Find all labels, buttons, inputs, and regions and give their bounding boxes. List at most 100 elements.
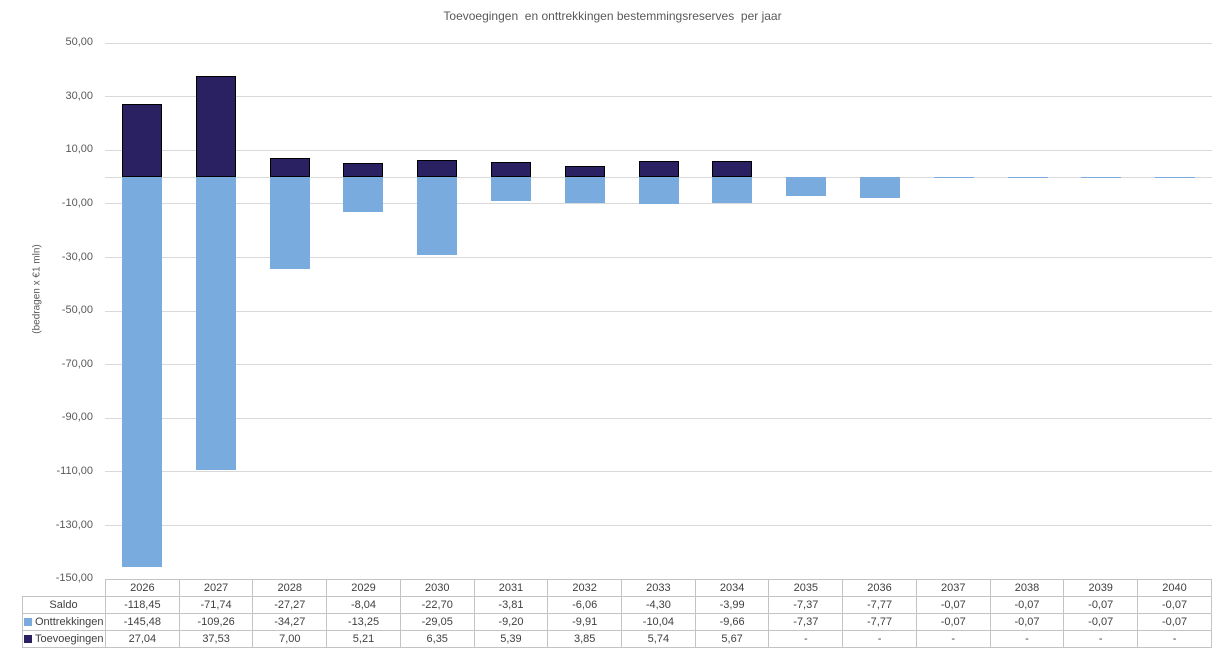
value-cell-toevoegingen-2027: 37,53 [178,629,254,648]
y-tick-label: 30,00 [65,89,93,102]
value-cell-onttrekkingen-2035: -7,37 [768,612,844,631]
y-tick-label: -10,00 [61,197,93,209]
bar-onttrekkingen-2038 [1007,176,1048,179]
y-tick-label: 10,00 [65,143,93,156]
value-cell-toevoegingen-2037: - [915,629,991,648]
value-cell-saldo-2026: -118,45 [105,595,180,614]
y-tick-label: -90,00 [61,411,93,424]
value-cell-onttrekkingen-2040: -0,07 [1137,612,1212,631]
value-cell-onttrekkingen-2026: -145,48 [105,612,180,631]
bar-onttrekkingen-2040 [1155,176,1196,179]
value-cell-saldo-2037: -0,07 [915,595,991,614]
bar-toevoegingen-2026 [121,104,162,177]
year-header-cell: 2028 [252,578,328,597]
gridline-30 [105,96,1212,98]
value-cell-toevoegingen-2030: 6,35 [399,629,475,648]
bar-onttrekkingen-2027 [195,176,236,470]
value-cell-saldo-2028: -27,27 [252,595,328,614]
bar-toevoegingen-2031 [490,162,531,177]
value-cell-toevoegingen-2032: 3,85 [547,629,623,648]
year-header-cell: 2029 [326,578,401,597]
value-cell-saldo-2031: -3,81 [473,595,549,614]
gridline--30 [105,257,1212,259]
year-header-cell: 2037 [915,578,991,597]
value-cell-saldo-2029: -8,04 [326,595,401,614]
legend-swatch-onttrekkingen [24,617,32,626]
value-cell-onttrekkingen-2027: -109,26 [178,612,254,631]
value-cell-onttrekkingen-2037: -0,07 [915,612,991,631]
row-label-saldo: Saldo [22,595,106,614]
year-header-cell: 2036 [842,578,917,597]
bar-onttrekkingen-2028 [269,176,310,269]
bar-onttrekkingen-2033 [638,176,679,204]
value-cell-onttrekkingen-2038: -0,07 [989,612,1065,631]
value-cell-onttrekkingen-2031: -9,20 [473,612,549,631]
gridline-50 [105,42,1212,44]
value-cell-saldo-2039: -0,07 [1063,595,1139,614]
bar-toevoegingen-2029 [343,162,384,177]
bar-onttrekkingen-2034 [712,176,753,203]
table-row-onttrekkingen: Onttrekkingen -145,48 -109,26 -34,27 -13,25-… [22,612,1212,631]
value-cell-saldo-2032: -6,06 [547,595,623,614]
table-row-toevoegingen: Toevoegingen 27,04 37,53 7,00 5,21 6,35 5,39 3,… [22,629,1212,648]
bar-onttrekkingen-2035 [786,176,827,197]
bar-toevoegingen-2032 [564,166,605,177]
year-header-cell: 2026 [105,578,180,597]
bar-onttrekkingen-2029 [343,176,384,213]
bar-onttrekkingen-2026 [121,176,162,567]
y-tick-label: -130,00 [55,518,93,531]
year-header-cell: 2034 [694,578,770,597]
bar-onttrekkingen-2031 [490,176,531,202]
gridline--10 [105,203,1212,205]
bar-onttrekkingen-2037 [933,176,974,179]
y-tick-label: 50,00 [65,36,93,49]
value-cell-saldo-2040: -0,07 [1137,595,1212,614]
value-cell-saldo-2035: -7,37 [768,595,844,614]
bar-toevoegingen-2028 [269,157,310,177]
value-cell-toevoegingen-2029: 5,21 [326,629,401,648]
y-tick-label: -70,00 [61,357,93,370]
value-cell-onttrekkingen-2039: -0,07 [1063,612,1139,631]
year-header-cell: 2039 [1063,578,1139,597]
value-cell-onttrekkingen-2032: -9,91 [547,612,623,631]
value-cell-onttrekkingen-2033: -10,04 [621,612,696,631]
value-cell-onttrekkingen-2036: -7,77 [842,612,917,631]
bar-toevoegingen-2027 [195,76,236,177]
table-row-saldo: Saldo -118,45 -71,74 -27,27 -8,04 -22,70 -3,81… [22,595,1212,614]
legend-swatch-toevoegingen [24,634,32,643]
value-cell-toevoegingen-2026: 27,04 [105,629,180,648]
value-cell-toevoegingen-2039: - [1063,629,1139,648]
value-cell-toevoegingen-2031: 5,39 [473,629,549,648]
year-header-cell: 2032 [547,578,623,597]
value-cell-onttrekkingen-2029: -13,25 [326,612,401,631]
value-cell-saldo-2038: -0,07 [989,595,1065,614]
table-year-header-row: 2026 2027 2028 2029 2030 2031 2032 2033 2034 2035… [23,578,1212,597]
value-cell-onttrekkingen-2030: -29,05 [399,612,475,631]
year-header-cell: 2030 [399,578,475,597]
y-tick-label: -30,00 [61,250,93,263]
bar-onttrekkingen-2039 [1081,176,1122,179]
year-header-cell: 2038 [989,578,1065,597]
value-cell-toevoegingen-2040: - [1137,629,1212,648]
y-tick-label: -110,00 [56,465,94,477]
chart-title: Toevoegingen en onttrekkingen bestemming… [443,9,782,23]
data-table: 2026 2027 2028 2029 2030 2031 2032 2033 2034 2035… [22,578,1212,648]
value-cell-toevoegingen-2028: 7,00 [252,629,328,648]
y-tick-label: -150,00 [55,572,93,585]
gridline--110 [105,471,1212,473]
value-cell-toevoegingen-2036: - [842,629,917,648]
gridline-10 [105,149,1212,151]
bar-toevoegingen-2030 [417,159,458,177]
year-header-cell: 2031 [473,578,549,597]
bar-onttrekkingen-2030 [417,176,458,255]
gridline--90 [105,417,1212,419]
value-cell-onttrekkingen-2034: -9,66 [694,612,770,631]
value-cell-saldo-2036: -7,77 [842,595,917,614]
year-header-cell: 2027 [178,578,254,597]
value-cell-toevoegingen-2033: 5,74 [621,629,696,648]
value-cell-saldo-2027: -71,74 [178,595,254,614]
value-cell-saldo-2033: -4,30 [621,595,696,614]
value-cell-saldo-2030: -22,70 [399,595,475,614]
bar-toevoegingen-2033 [638,161,679,177]
